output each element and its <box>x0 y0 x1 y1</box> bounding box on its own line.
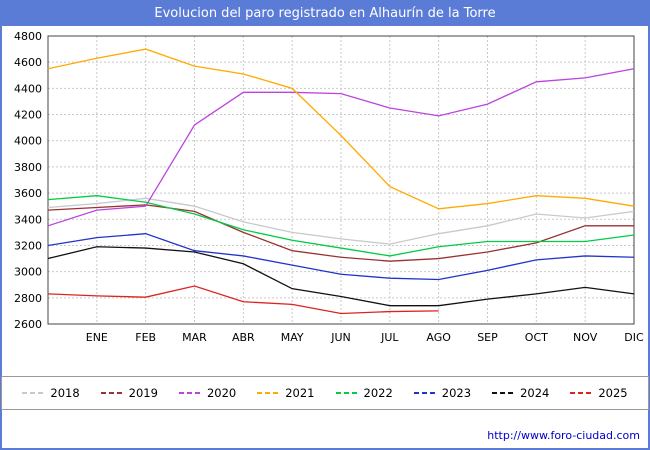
legend-item-2019: 2019 <box>100 386 158 400</box>
legend-label-2019: 2019 <box>128 386 158 400</box>
footer-link[interactable]: http://www.foro-ciudad.com <box>487 429 640 442</box>
x-axis-label-DIC: DIC <box>624 331 644 344</box>
y-axis-label: 3200 <box>14 239 42 252</box>
legend-item-2024: 2024 <box>492 386 549 400</box>
legend-label-2018: 2018 <box>50 386 80 400</box>
legend-swatch-2024 <box>492 392 515 394</box>
x-axis-label-NOV: NOV <box>573 331 598 344</box>
series-line-2022 <box>47 195 635 257</box>
y-axis-label: 2800 <box>14 292 42 305</box>
series-line-2023 <box>47 233 635 281</box>
x-axis-label-JUL: JUL <box>380 331 399 344</box>
legend-swatch-2022 <box>335 392 358 394</box>
legend-item-2025: 2025 <box>570 386 628 400</box>
series-line-2018 <box>47 197 635 245</box>
y-axis-label: 3000 <box>14 266 42 279</box>
series-line-2024 <box>47 246 635 307</box>
legend-item-2018: 2018 <box>22 386 80 400</box>
x-axis-label-ABR: ABR <box>232 331 255 344</box>
series-line-2021 <box>47 48 635 210</box>
legend-item-2020: 2020 <box>178 386 237 400</box>
legend: 2018 2019 2020 2021 2022 2023 2024 2025 <box>1 376 649 410</box>
series-line-2019 <box>47 204 634 262</box>
x-axis-label-AGO: AGO <box>426 331 451 344</box>
page-title: Evolucion del paro registrado en Alhaurí… <box>2 2 648 26</box>
series-line-2020 <box>47 68 635 227</box>
legend-swatch-2023 <box>413 392 436 394</box>
x-axis-label-ENE: ENE <box>86 331 108 344</box>
x-axis-label-OCT: OCT <box>525 331 548 344</box>
legend-swatch-2021 <box>257 392 280 394</box>
y-axis-label: 3400 <box>14 213 42 226</box>
legend-label-2021: 2021 <box>285 386 315 400</box>
y-axis-label: 4000 <box>14 135 42 148</box>
plot-border <box>47 35 635 325</box>
y-axis-label: 3600 <box>14 187 42 200</box>
series-line-2025 <box>47 285 439 315</box>
legend-label-2023: 2023 <box>441 386 472 400</box>
legend-swatch-2019 <box>100 392 123 394</box>
legend-label-2024: 2024 <box>520 386 550 400</box>
x-axis-label-JUN: JUN <box>330 331 351 344</box>
legend-swatch-2025 <box>570 392 593 394</box>
legend-swatch-2020 <box>178 392 201 394</box>
y-axis-label: 4200 <box>14 109 42 122</box>
legend-item-2021: 2021 <box>257 386 315 400</box>
legend-label-2020: 2020 <box>206 386 237 400</box>
legend-label-2025: 2025 <box>598 386 628 400</box>
legend-wrap: 2018 2019 2020 2021 2022 2023 2024 2025 <box>1 376 649 410</box>
x-axis-label-SEP: SEP <box>477 331 498 344</box>
line-chart: 2600 2800 3000 3200 3400 3600 3800 4000 4200 4400… <box>14 30 644 344</box>
y-axis-label: 4800 <box>14 30 42 43</box>
legend-swatch-2018 <box>22 392 45 394</box>
x-axis-label-MAY: MAY <box>281 331 304 344</box>
x-axis-label-MAR: MAR <box>182 331 207 344</box>
y-axis-label: 3800 <box>14 161 42 174</box>
y-axis-label: 2600 <box>14 318 42 331</box>
legend-item-2023: 2023 <box>413 386 472 400</box>
y-axis-label: 4600 <box>14 56 42 69</box>
legend-label-2022: 2022 <box>363 386 393 400</box>
legend-item-2022: 2022 <box>335 386 393 400</box>
x-axis-label-FEB: FEB <box>135 331 156 344</box>
y-axis-label: 4400 <box>14 82 42 95</box>
